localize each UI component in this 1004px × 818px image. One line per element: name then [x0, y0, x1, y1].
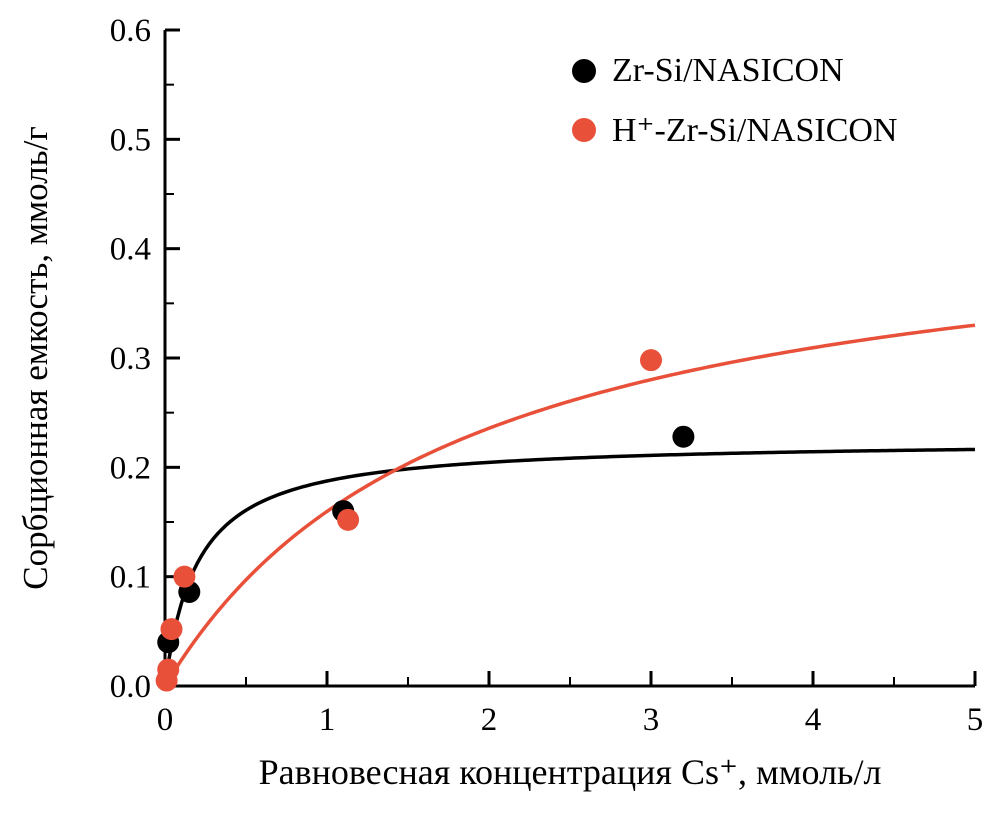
svg-text:0.5: 0.5	[110, 122, 151, 158]
x-axis-label: Равновесная концентрация Cs⁺, ммоль/л	[258, 752, 882, 792]
svg-text:0.3: 0.3	[110, 341, 151, 377]
svg-text:5: 5	[967, 702, 984, 738]
legend-item-h-zr-si: H⁺-Zr-Si/NASICON	[572, 110, 897, 150]
legend-item-zr-si: Zr-Si/NASICON	[572, 52, 897, 90]
legend-label-h-zr-si: H⁺-Zr-Si/NASICON	[612, 112, 898, 149]
svg-text:4: 4	[805, 702, 822, 738]
svg-text:2: 2	[481, 702, 498, 738]
svg-text:0.1: 0.1	[110, 560, 151, 596]
svg-text:0.0: 0.0	[110, 669, 151, 705]
series-marker-zr-si-icon	[572, 59, 596, 83]
series-marker-h-zr-si-icon	[572, 118, 596, 142]
svg-text:0.4: 0.4	[110, 232, 151, 268]
svg-text:0.2: 0.2	[110, 450, 151, 486]
svg-text:0.6: 0.6	[110, 13, 151, 49]
legend: Zr-Si/NASICON H⁺-Zr-Si/NASICON	[572, 52, 897, 150]
svg-text:0: 0	[157, 702, 174, 738]
legend-label-zr-si: Zr-Si/NASICON	[612, 52, 844, 89]
svg-text:1: 1	[319, 702, 336, 738]
svg-text:3: 3	[643, 702, 660, 738]
